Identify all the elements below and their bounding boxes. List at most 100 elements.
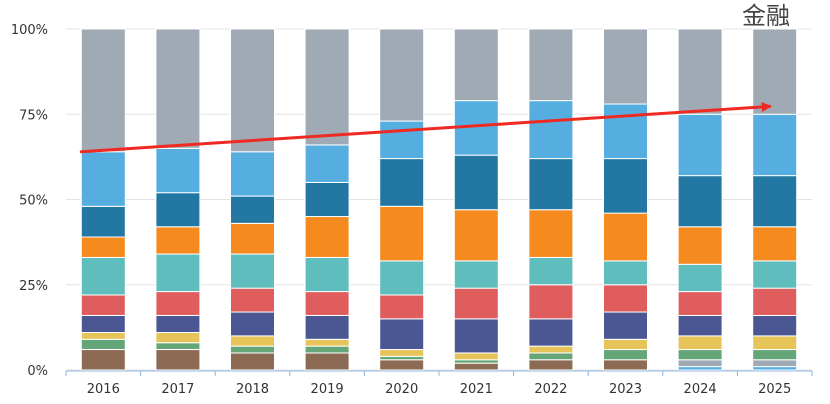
bar-segment: [752, 28, 798, 115]
bar-segment: [155, 192, 201, 228]
bar-segment: [677, 263, 723, 293]
bar-segment: [230, 311, 275, 337]
x-tick-label: 2024: [684, 382, 717, 397]
bar-segment: [603, 260, 648, 286]
bar-segment: [230, 335, 275, 347]
bar-segment: [677, 359, 723, 368]
bar-segment: [155, 147, 201, 194]
x-tick-label: 2017: [161, 382, 194, 397]
bar-segment: [230, 28, 275, 153]
bar-segment: [752, 260, 798, 289]
bar-segment: [230, 352, 275, 371]
bar-segment: [752, 335, 798, 351]
bar-segment: [603, 28, 648, 105]
trend-arrow: [79, 101, 772, 154]
bar-segment: [528, 256, 574, 286]
bar-segment: [677, 113, 723, 177]
bar-segments: [80, 28, 798, 371]
bar-segment: [453, 28, 499, 102]
bar-segment: [379, 120, 425, 160]
bar-segment: [379, 260, 425, 296]
bar-segment: [603, 349, 648, 361]
bar-segment: [304, 338, 350, 347]
bar-segment: [80, 294, 126, 316]
bar-segment: [453, 359, 499, 364]
bar-segment: [80, 314, 126, 333]
corner-label: 金融: [742, 2, 790, 30]
bar-segment: [528, 209, 574, 258]
bar-segment: [155, 226, 201, 255]
bar-segment: [677, 335, 723, 351]
bar-segment: [80, 331, 126, 340]
bar-segment: [155, 28, 201, 149]
bar-segment: [230, 287, 275, 313]
bar-segment: [603, 359, 648, 371]
bar-segment: [453, 362, 499, 371]
bar-segment: [304, 314, 350, 340]
bar-segment: [677, 349, 723, 361]
bar-segment: [80, 151, 126, 207]
bar-segment: [155, 314, 201, 333]
bar-segment: [528, 284, 574, 320]
bar-segment: [304, 256, 350, 293]
bar-segment: [752, 226, 798, 262]
bar-segment: [304, 345, 350, 354]
bar-segment: [752, 366, 798, 371]
bar-segment: [453, 318, 499, 354]
y-tick-label: 25%: [19, 279, 48, 294]
bar-segment: [677, 175, 723, 228]
bar-segment: [304, 291, 350, 316]
bar-segment: [677, 366, 723, 371]
bar-segment: [304, 181, 350, 218]
bar-segment: [453, 209, 499, 262]
x-axis: [65, 370, 813, 376]
bar-segment: [752, 175, 798, 228]
x-tick-label: 2023: [609, 382, 642, 397]
y-axis-tick-labels: 0% 25% 50% 75% 100%: [11, 23, 48, 379]
bar-segment: [528, 352, 574, 361]
bar-segment: [379, 158, 425, 207]
y-tick-label: 50%: [19, 194, 48, 209]
bar-segment: [379, 349, 425, 357]
bar-segment: [677, 314, 723, 337]
bar-segment: [155, 349, 201, 371]
x-tick-label: 2025: [758, 382, 791, 397]
x-tick-label: 2020: [385, 382, 418, 397]
bar-segment: [528, 158, 574, 211]
bar-segment: [80, 236, 126, 258]
bar-segment: [230, 253, 275, 289]
y-tick-label: 75%: [19, 108, 48, 123]
bar-segment: [80, 28, 126, 153]
bar-segment: [453, 352, 499, 361]
bar-segment: [230, 195, 275, 224]
bar-segment: [528, 318, 574, 347]
bar-segment: [453, 260, 499, 289]
bar-segment: [603, 212, 648, 262]
bar-segment: [304, 216, 350, 258]
bar-segment: [453, 154, 499, 211]
bar-segment: [155, 291, 201, 316]
bar-segment: [752, 359, 798, 368]
bar-segment: [528, 100, 574, 160]
x-axis-tick-labels: 2016 2017 2018 2019 2020 2021 2022 2023 2024 2025: [87, 382, 791, 397]
bar-segment: [677, 28, 723, 115]
bar-segment: [677, 226, 723, 265]
bar-segment: [528, 345, 574, 354]
bar-segment: [528, 28, 574, 102]
bar-segment: [379, 205, 425, 262]
bar-segment: [379, 294, 425, 320]
x-tick-label: 2019: [311, 382, 344, 397]
bar-segment: [379, 28, 425, 122]
bar-segment: [155, 331, 201, 344]
bar-segment: [304, 352, 350, 371]
bar-segment: [603, 311, 648, 340]
bar-segment: [379, 355, 425, 361]
bar-segment: [230, 151, 275, 197]
x-tick-label: 2021: [460, 382, 493, 397]
bar-segment: [80, 205, 126, 238]
bar-segment: [603, 158, 648, 214]
y-tick-label: 0%: [27, 364, 48, 379]
bar-segment: [752, 287, 798, 316]
bar-segment: [677, 291, 723, 316]
